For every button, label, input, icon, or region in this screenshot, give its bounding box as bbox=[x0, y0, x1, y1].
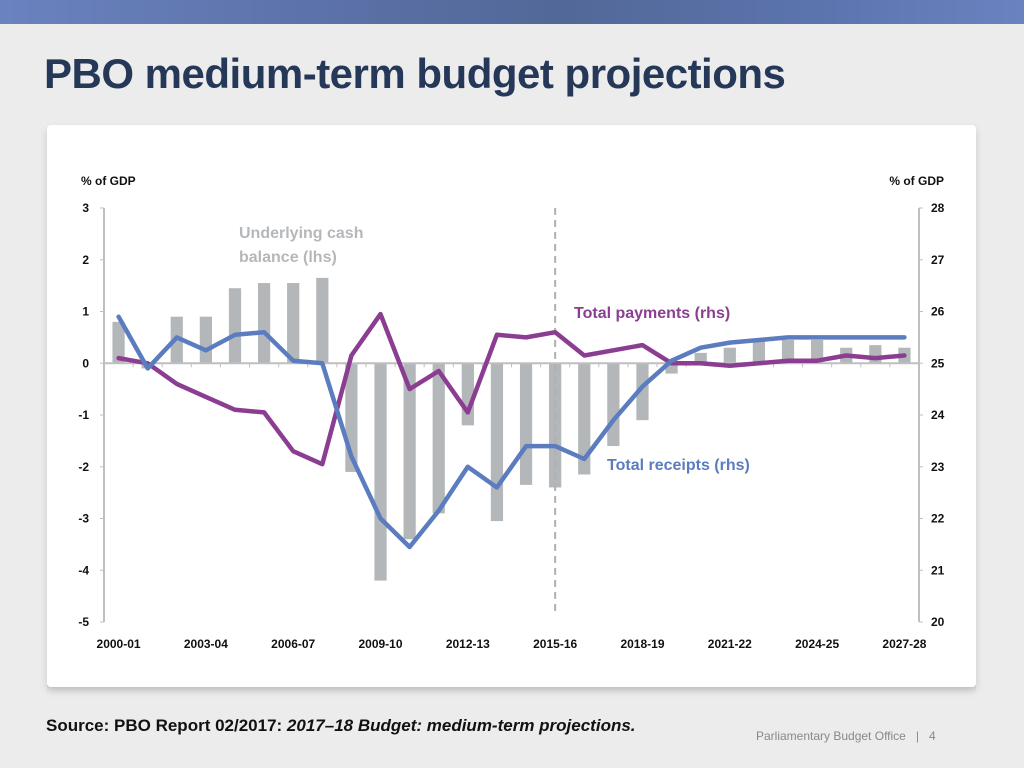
annotation-cash-balance-line2: balance (lhs) bbox=[239, 249, 337, 266]
bar-2024-25 bbox=[811, 339, 824, 364]
y-tick-label-left: -5 bbox=[78, 615, 89, 629]
bar-2000-01 bbox=[112, 321, 125, 364]
lines-group bbox=[116, 311, 907, 550]
x-tick-label: 2003-04 bbox=[184, 637, 228, 651]
x-tick-label: 2018-19 bbox=[620, 637, 664, 651]
bar-2004-05 bbox=[228, 288, 242, 364]
receipts-line bbox=[116, 314, 907, 550]
y-tick-label-right: 21 bbox=[931, 563, 945, 577]
bar-2011-12 bbox=[432, 363, 445, 514]
chart-card bbox=[47, 125, 976, 687]
y-tick-label-right: 27 bbox=[931, 253, 945, 267]
bar-2009-10 bbox=[374, 363, 387, 581]
x-tick-label: 2012-13 bbox=[446, 637, 490, 651]
footer-org: Parliamentary Budget Office bbox=[756, 729, 906, 743]
y-tick-label-left: -1 bbox=[78, 408, 89, 422]
y-tick-label-left: -3 bbox=[78, 512, 89, 526]
bar-2026-27 bbox=[869, 345, 882, 364]
bar-2023-24 bbox=[781, 339, 795, 364]
y-tick-label-left: 2 bbox=[82, 253, 89, 267]
bar-2017-18 bbox=[607, 363, 620, 447]
x-tick-label: 2000-01 bbox=[97, 637, 141, 651]
source-title: 2017–18 Budget: medium-term projections. bbox=[286, 716, 636, 735]
x-tick-label: 2027-28 bbox=[882, 637, 926, 651]
y-tick-label-right: 28 bbox=[931, 201, 945, 215]
bar-2010-11 bbox=[403, 363, 416, 540]
card-shadow bbox=[47, 685, 976, 693]
x-tick-label: 2021-22 bbox=[708, 637, 752, 651]
bar-2005-06 bbox=[257, 283, 271, 364]
annotation-total-receipts: Total receipts (rhs) bbox=[607, 457, 750, 474]
bar-2020-21 bbox=[694, 352, 707, 364]
source-note: Source: PBO Report 02/2017: 2017–18 Budg… bbox=[46, 716, 636, 736]
y-tick-label-left: 3 bbox=[82, 201, 89, 215]
footer: Parliamentary Budget Office | 4 bbox=[756, 729, 936, 743]
bar-2016-17 bbox=[578, 363, 591, 475]
slide-title: PBO medium-term budget projections bbox=[44, 50, 786, 97]
x-tick-label: 2015-16 bbox=[533, 637, 577, 651]
bar-2013-14 bbox=[490, 363, 504, 522]
x-tick-label: 2009-10 bbox=[358, 637, 402, 651]
y-tick-label-right: 25 bbox=[931, 356, 945, 370]
y-tick-label-left: -4 bbox=[78, 563, 89, 577]
x-tick-label: 2006-07 bbox=[271, 637, 315, 651]
y-tick-label-right: 22 bbox=[931, 512, 945, 526]
bar-2018-19 bbox=[636, 363, 649, 421]
y-tick-label-left: 1 bbox=[82, 305, 89, 319]
y-tick-label-right: 26 bbox=[931, 305, 945, 319]
source-prefix: Source: PBO Report 02/2017: bbox=[46, 716, 287, 735]
bar-2022-23 bbox=[752, 339, 766, 364]
x-tick-label: 2024-25 bbox=[795, 637, 839, 651]
bar-2014-15 bbox=[519, 363, 533, 485]
y-tick-label-left: -2 bbox=[78, 460, 89, 474]
y-tick-label-right: 24 bbox=[931, 408, 945, 422]
annotation-total-payments: Total payments (rhs) bbox=[574, 305, 730, 322]
bar-2012-13 bbox=[461, 363, 474, 426]
bar-2019-20 bbox=[665, 363, 678, 374]
footer-separator: | bbox=[915, 729, 919, 743]
bar-2021-22 bbox=[723, 347, 736, 364]
y-axis-right-label: % of GDP bbox=[889, 174, 944, 188]
bar-2007-08 bbox=[316, 277, 329, 364]
y-tick-label-right: 20 bbox=[931, 615, 945, 629]
page-number: 4 bbox=[928, 729, 936, 743]
bar-2006-07 bbox=[287, 283, 300, 364]
annotation-cash-balance-line1: Underlying cash bbox=[239, 225, 363, 242]
y-axis-left-label: % of GDP bbox=[81, 174, 136, 188]
bars-group bbox=[112, 277, 911, 581]
y-tick-label-left: 0 bbox=[82, 356, 89, 370]
bar-2003-04 bbox=[199, 316, 212, 364]
header-bar bbox=[0, 0, 1024, 24]
y-tick-label-right: 23 bbox=[931, 460, 945, 474]
payments-line bbox=[116, 311, 907, 467]
